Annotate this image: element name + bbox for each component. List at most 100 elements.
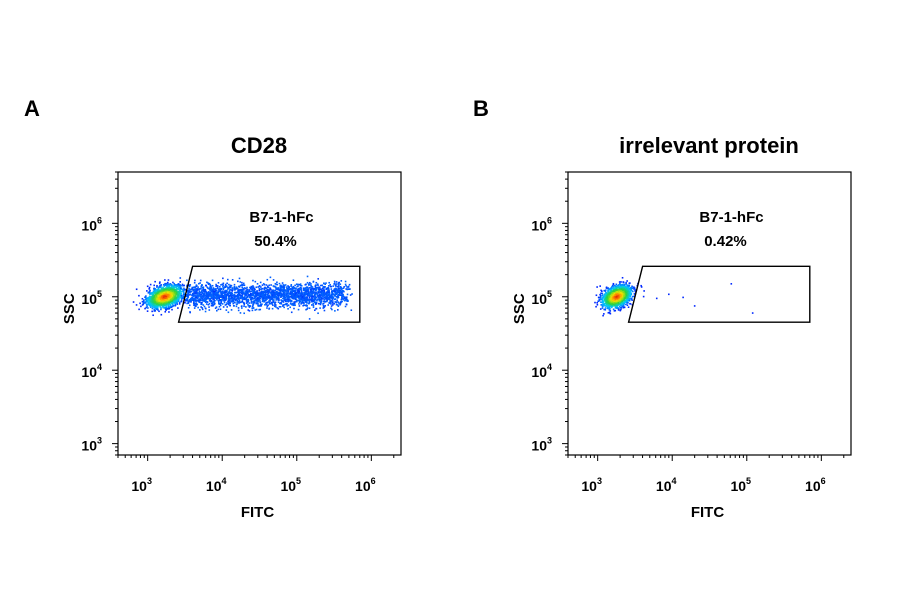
event-point	[152, 290, 155, 293]
event-point	[271, 293, 274, 295]
event-point	[339, 291, 342, 293]
event-point	[219, 288, 221, 291]
event-point	[323, 291, 325, 294]
event-point	[164, 294, 167, 297]
event-point	[220, 302, 223, 304]
event-point	[178, 301, 181, 304]
event-point	[198, 300, 200, 303]
event-point	[269, 296, 272, 298]
event-point	[265, 302, 267, 304]
event-point	[246, 286, 248, 289]
event-point	[236, 301, 238, 303]
event-point	[330, 299, 333, 302]
event-point	[292, 285, 295, 288]
event-point	[609, 312, 612, 315]
event-point	[255, 299, 258, 302]
event-point	[170, 288, 173, 291]
event-point	[194, 299, 197, 301]
event-point	[251, 309, 254, 312]
event-point	[301, 292, 304, 295]
event-point	[170, 297, 172, 300]
event-point	[171, 299, 173, 301]
event-point	[343, 297, 345, 299]
event-point	[236, 299, 239, 302]
event-point	[253, 289, 255, 292]
event-point	[148, 300, 150, 302]
event-point	[296, 289, 299, 291]
panel-b: B irrelevant protein 103 104 105 106 103 104 1…	[450, 0, 900, 594]
event-point	[267, 296, 270, 298]
event-point	[287, 296, 290, 299]
event-point	[304, 304, 306, 307]
event-point	[608, 309, 611, 311]
event-point	[257, 301, 260, 303]
event-point	[182, 295, 184, 297]
event-point	[256, 301, 258, 304]
event-point	[287, 304, 290, 307]
event-point	[256, 293, 259, 296]
event-point	[158, 298, 160, 300]
event-point	[228, 287, 230, 289]
event-point	[261, 299, 264, 301]
event-point	[157, 295, 160, 298]
event-point	[210, 297, 213, 300]
event-point	[300, 303, 302, 305]
event-point	[171, 289, 173, 292]
event-point	[153, 304, 156, 306]
event-point	[209, 300, 212, 302]
event-point	[161, 301, 164, 304]
event-point	[152, 301, 154, 304]
event-point	[279, 305, 282, 308]
event-point	[199, 295, 201, 297]
event-point	[300, 296, 303, 299]
event-point	[187, 302, 190, 304]
event-point	[283, 294, 285, 297]
event-point	[601, 292, 604, 295]
event-point	[150, 297, 153, 300]
event-point	[338, 290, 341, 293]
event-point	[331, 297, 334, 299]
event-point	[171, 287, 173, 289]
event-point	[174, 291, 177, 294]
event-point	[233, 285, 236, 288]
event-point	[289, 295, 291, 298]
event-point	[339, 283, 342, 286]
event-point	[319, 284, 322, 287]
event-point	[600, 292, 602, 295]
event-point	[310, 283, 312, 285]
event-point	[194, 286, 197, 288]
event-point	[161, 290, 163, 293]
event-point	[257, 304, 259, 307]
event-point	[154, 289, 157, 292]
event-point	[250, 286, 253, 288]
event-point	[335, 283, 338, 285]
event-point	[178, 288, 180, 291]
event-point	[319, 303, 322, 306]
event-point	[640, 284, 642, 287]
event-point	[222, 295, 225, 298]
event-point	[151, 299, 153, 302]
event-point	[263, 295, 265, 297]
event-point	[291, 292, 294, 295]
event-point	[203, 305, 206, 308]
event-point	[160, 298, 162, 300]
event-point	[166, 308, 169, 310]
event-point	[240, 291, 242, 294]
event-point	[250, 298, 252, 300]
event-point	[308, 318, 311, 320]
event-point	[141, 300, 144, 303]
event-point	[287, 307, 289, 310]
event-point	[194, 304, 196, 307]
event-point	[179, 277, 182, 279]
event-point	[169, 288, 172, 291]
event-point	[260, 290, 263, 293]
event-point	[227, 303, 230, 305]
event-point	[323, 286, 325, 289]
event-point	[308, 295, 311, 297]
event-point	[221, 283, 224, 286]
event-point	[219, 304, 222, 307]
event-point	[246, 301, 249, 303]
event-point	[186, 302, 188, 305]
event-point	[350, 309, 353, 312]
event-point	[217, 285, 219, 287]
